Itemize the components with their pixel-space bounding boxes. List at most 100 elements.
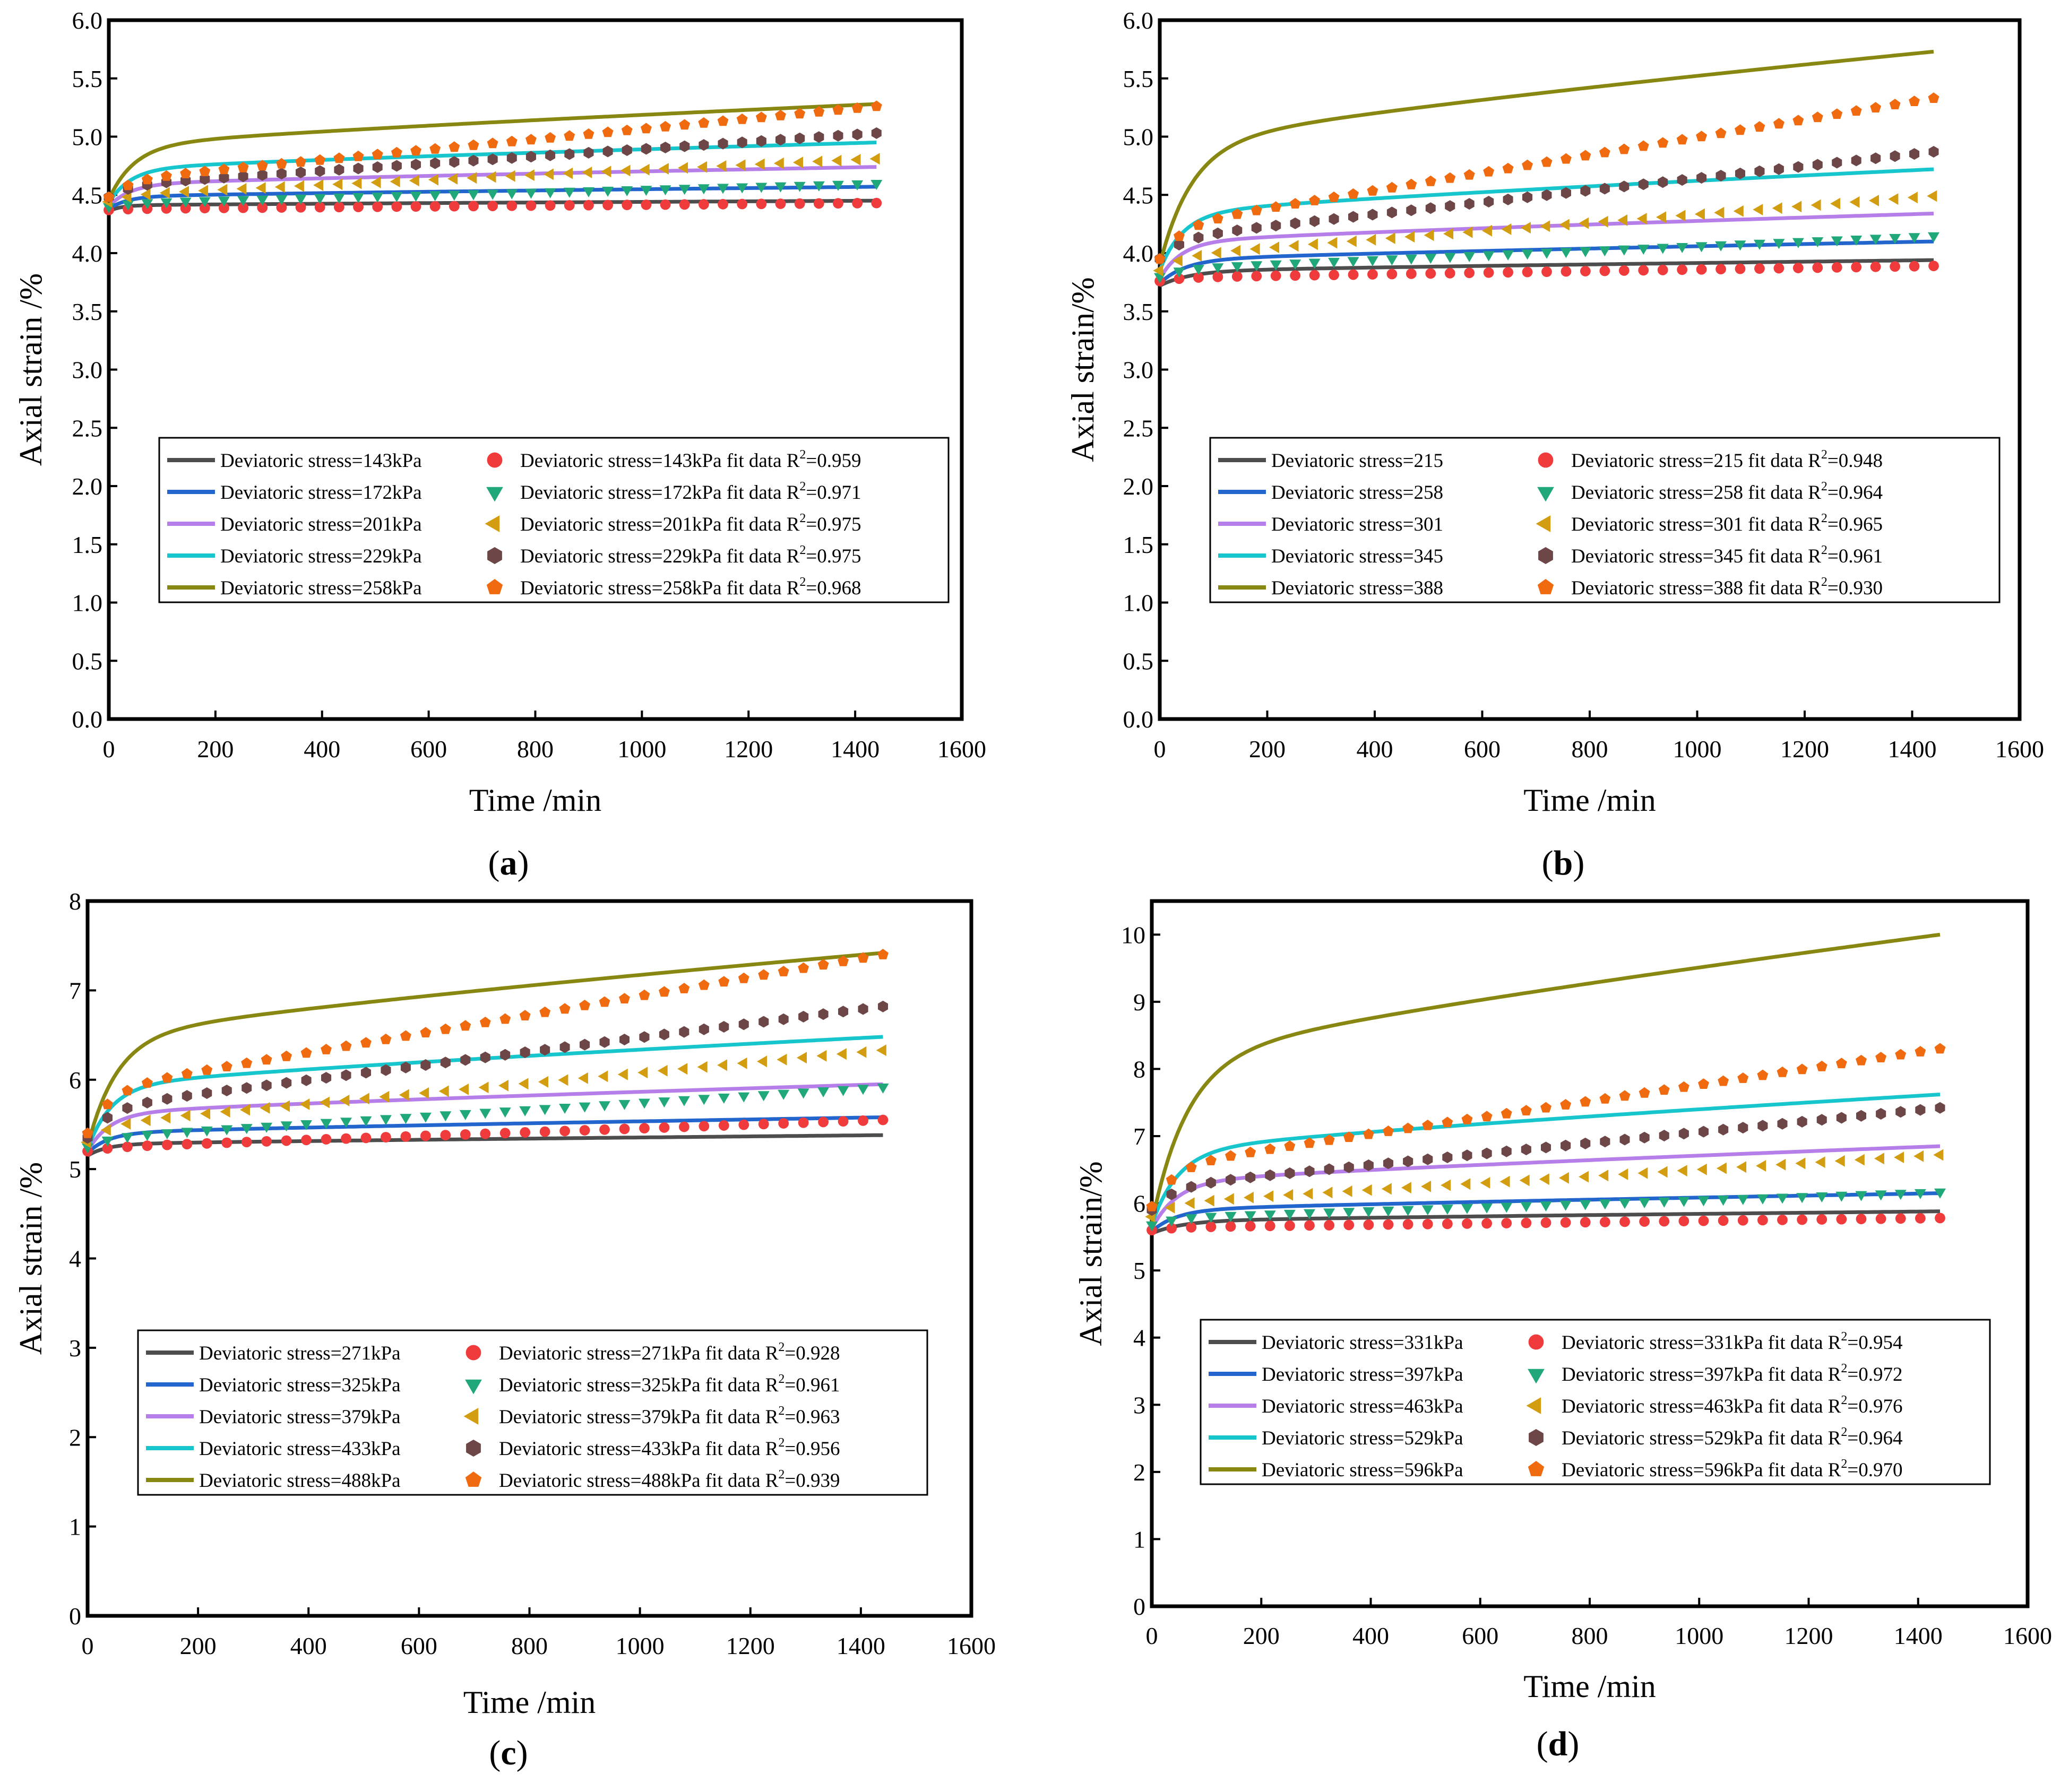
fit-point [341, 1133, 351, 1144]
fit-point [1348, 211, 1358, 223]
fit-point [1251, 261, 1263, 272]
fit-point [544, 168, 554, 180]
legend-line-label: Deviatoric stress=229kPa [220, 546, 422, 567]
fit-point [379, 1090, 390, 1103]
fit-point [1521, 249, 1533, 260]
legend-marker-swatch [485, 515, 500, 532]
fit-point [1264, 1220, 1275, 1232]
fit-point [1328, 257, 1340, 268]
fit-point [1619, 1133, 1630, 1146]
fit-point [1404, 231, 1415, 243]
fit-point [1816, 1060, 1827, 1071]
legend-line-label: Deviatoric stress=201kPa [220, 514, 422, 535]
fit-point [1935, 1213, 1945, 1224]
fit-point [1619, 1199, 1631, 1209]
legend-fit-label: Deviatoric stress=345 fit data R2=0.961 [1571, 543, 1883, 567]
fit-point [1637, 245, 1650, 255]
fit-point [1907, 192, 1918, 204]
fit-point [448, 191, 460, 201]
fit-point [737, 136, 747, 149]
fit-point [1284, 1167, 1295, 1179]
fit-point [1559, 1200, 1572, 1211]
fit-point [360, 1067, 371, 1079]
fit-point [1773, 118, 1784, 129]
fit-point [1192, 265, 1204, 275]
fit-point [757, 1055, 767, 1068]
fit-point [1385, 232, 1395, 244]
fit-point [370, 176, 381, 188]
fit-point [1231, 208, 1243, 219]
panel-label: (c) [489, 1734, 528, 1772]
fit-point [1463, 169, 1475, 180]
fit-point [237, 196, 249, 206]
x-tick-label: 600 [410, 735, 447, 763]
fit-point [1915, 1213, 1926, 1224]
fit-point [1343, 1219, 1355, 1231]
y-tick-label: 8 [1133, 1055, 1145, 1083]
legend: Deviatoric stress=271kPa Deviatoric stres… [137, 1329, 928, 1496]
fit-point [774, 182, 787, 193]
legend-box [1200, 1319, 1991, 1485]
fit-point [525, 134, 537, 145]
fit-series-5 [1154, 92, 1939, 264]
fit-point [1875, 1052, 1887, 1062]
fit-point [221, 1137, 232, 1148]
fit-point [1185, 1214, 1197, 1225]
fit-point [1193, 231, 1204, 244]
fit-point [641, 143, 651, 155]
fit-point [1677, 264, 1688, 275]
legend-line-label: Deviatoric stress=388 [1271, 577, 1443, 599]
fit-point [602, 200, 613, 211]
fit-point [1541, 266, 1552, 277]
fit-point [755, 183, 768, 193]
x-tick-label: 600 [401, 1632, 437, 1659]
y-axis-title: Axial strain/% [1065, 277, 1100, 462]
fit-point [1251, 222, 1262, 234]
fit-point [1284, 1220, 1295, 1231]
fit-series-2 [1146, 1188, 1946, 1232]
fit-point [869, 153, 880, 165]
fit-point [505, 170, 515, 182]
y-tick-label: 4.5 [1123, 181, 1154, 209]
fit-point [449, 201, 460, 212]
legend-marker-swatch [1538, 452, 1554, 468]
fit-series-2 [82, 1083, 889, 1154]
fit-series-3 [102, 153, 880, 208]
fit-point [182, 1090, 192, 1102]
y-tick-label: 7 [69, 977, 81, 1004]
fit-point [1793, 161, 1804, 173]
fit-point [1856, 1054, 1867, 1066]
fit-point [314, 202, 325, 213]
y-tick-label: 6.0 [72, 7, 103, 34]
fit-point [1225, 1221, 1236, 1232]
fit-point [1619, 180, 1630, 193]
fit-point [1541, 156, 1553, 167]
legend: Deviatoric stress=331kPa Deviatoric stres… [1200, 1319, 1991, 1485]
legend-line-label: Deviatoric stress=258kPa [220, 577, 422, 599]
fit-point [1519, 1174, 1530, 1187]
fit-point [1657, 1166, 1668, 1178]
fit-point [1934, 1043, 1946, 1054]
fit-point [353, 202, 364, 212]
fit-point [659, 1122, 670, 1133]
fit-point [468, 190, 479, 201]
fit-point [738, 1119, 749, 1130]
fit-point [602, 126, 614, 137]
legend-line-label: Deviatoric stress=379kPa [199, 1406, 401, 1428]
fit-point [199, 166, 211, 176]
fit-point [1502, 250, 1514, 261]
fit-point [1482, 224, 1492, 237]
fit-point [400, 1114, 412, 1124]
fit-point [718, 1093, 730, 1104]
fit-point [871, 127, 882, 139]
fit-point [602, 145, 613, 158]
fit-point [1856, 1110, 1866, 1122]
fit-point [1540, 1102, 1551, 1113]
fit-point [380, 1115, 392, 1126]
fit-point [506, 200, 518, 211]
series-line-3 [86, 1082, 883, 1153]
fit-point [221, 1061, 232, 1071]
fit-point [142, 1096, 152, 1109]
fit-point [678, 1121, 689, 1132]
fit-point [1816, 1192, 1828, 1202]
